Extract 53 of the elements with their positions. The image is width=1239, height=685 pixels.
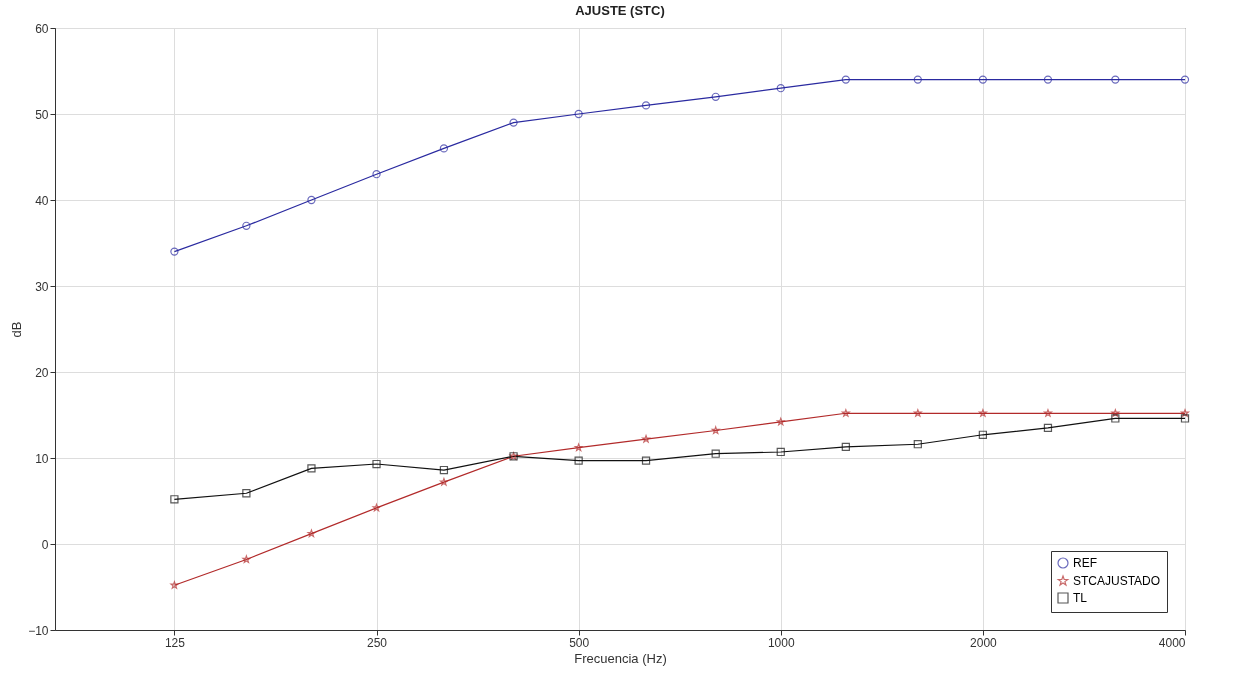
point	[978, 409, 987, 417]
point	[978, 75, 988, 84]
point	[439, 477, 448, 486]
point	[1043, 409, 1052, 417]
point	[1043, 75, 1053, 84]
point	[170, 247, 179, 256]
y-tick-label: 20	[35, 365, 49, 380]
y-tick-label: −10	[28, 623, 49, 638]
y-tick-label: 10	[35, 451, 49, 466]
point	[978, 430, 988, 439]
y-tick-label: 60	[35, 21, 49, 36]
point	[1111, 414, 1120, 423]
chart-title: AJUSTE (STC)	[575, 3, 665, 18]
y-tick-label: 40	[35, 193, 49, 208]
y-axis-title: dB	[9, 321, 25, 338]
x-tick-label: 125	[164, 635, 186, 650]
point	[170, 581, 179, 589]
point	[776, 84, 785, 93]
point	[841, 75, 850, 84]
point	[372, 503, 381, 512]
x-axis-title: Frecuencia (Hz)	[574, 650, 667, 666]
point	[1043, 423, 1053, 433]
point	[1180, 75, 1190, 84]
point	[642, 434, 650, 443]
point	[439, 144, 449, 153]
point	[574, 109, 583, 119]
x-tick-label: 500	[569, 635, 590, 650]
legend-label: REF	[1073, 556, 1097, 570]
point	[776, 447, 785, 457]
point	[841, 409, 850, 417]
legend-label: STCAJUSTADO	[1073, 574, 1161, 588]
point	[574, 443, 583, 452]
point	[641, 456, 651, 465]
y-tick-label: 30	[35, 279, 49, 294]
point	[1111, 409, 1120, 417]
point	[170, 495, 179, 504]
point	[1181, 409, 1189, 417]
point	[841, 442, 850, 451]
x-tick-label: 1000	[767, 635, 795, 650]
point	[641, 101, 651, 110]
point	[372, 170, 381, 179]
x-tick-label: 250	[367, 635, 388, 650]
point	[776, 417, 785, 426]
point	[372, 459, 381, 469]
point	[1111, 75, 1120, 84]
point	[574, 456, 583, 465]
point	[439, 465, 449, 475]
point	[1180, 414, 1190, 423]
y-tick-label: 50	[35, 107, 49, 122]
x-tick-label: 2000	[970, 635, 998, 650]
legend-label: TL	[1073, 591, 1088, 605]
x-tick-label: 4000	[1158, 635, 1186, 650]
y-tick-label: 0	[41, 537, 49, 552]
